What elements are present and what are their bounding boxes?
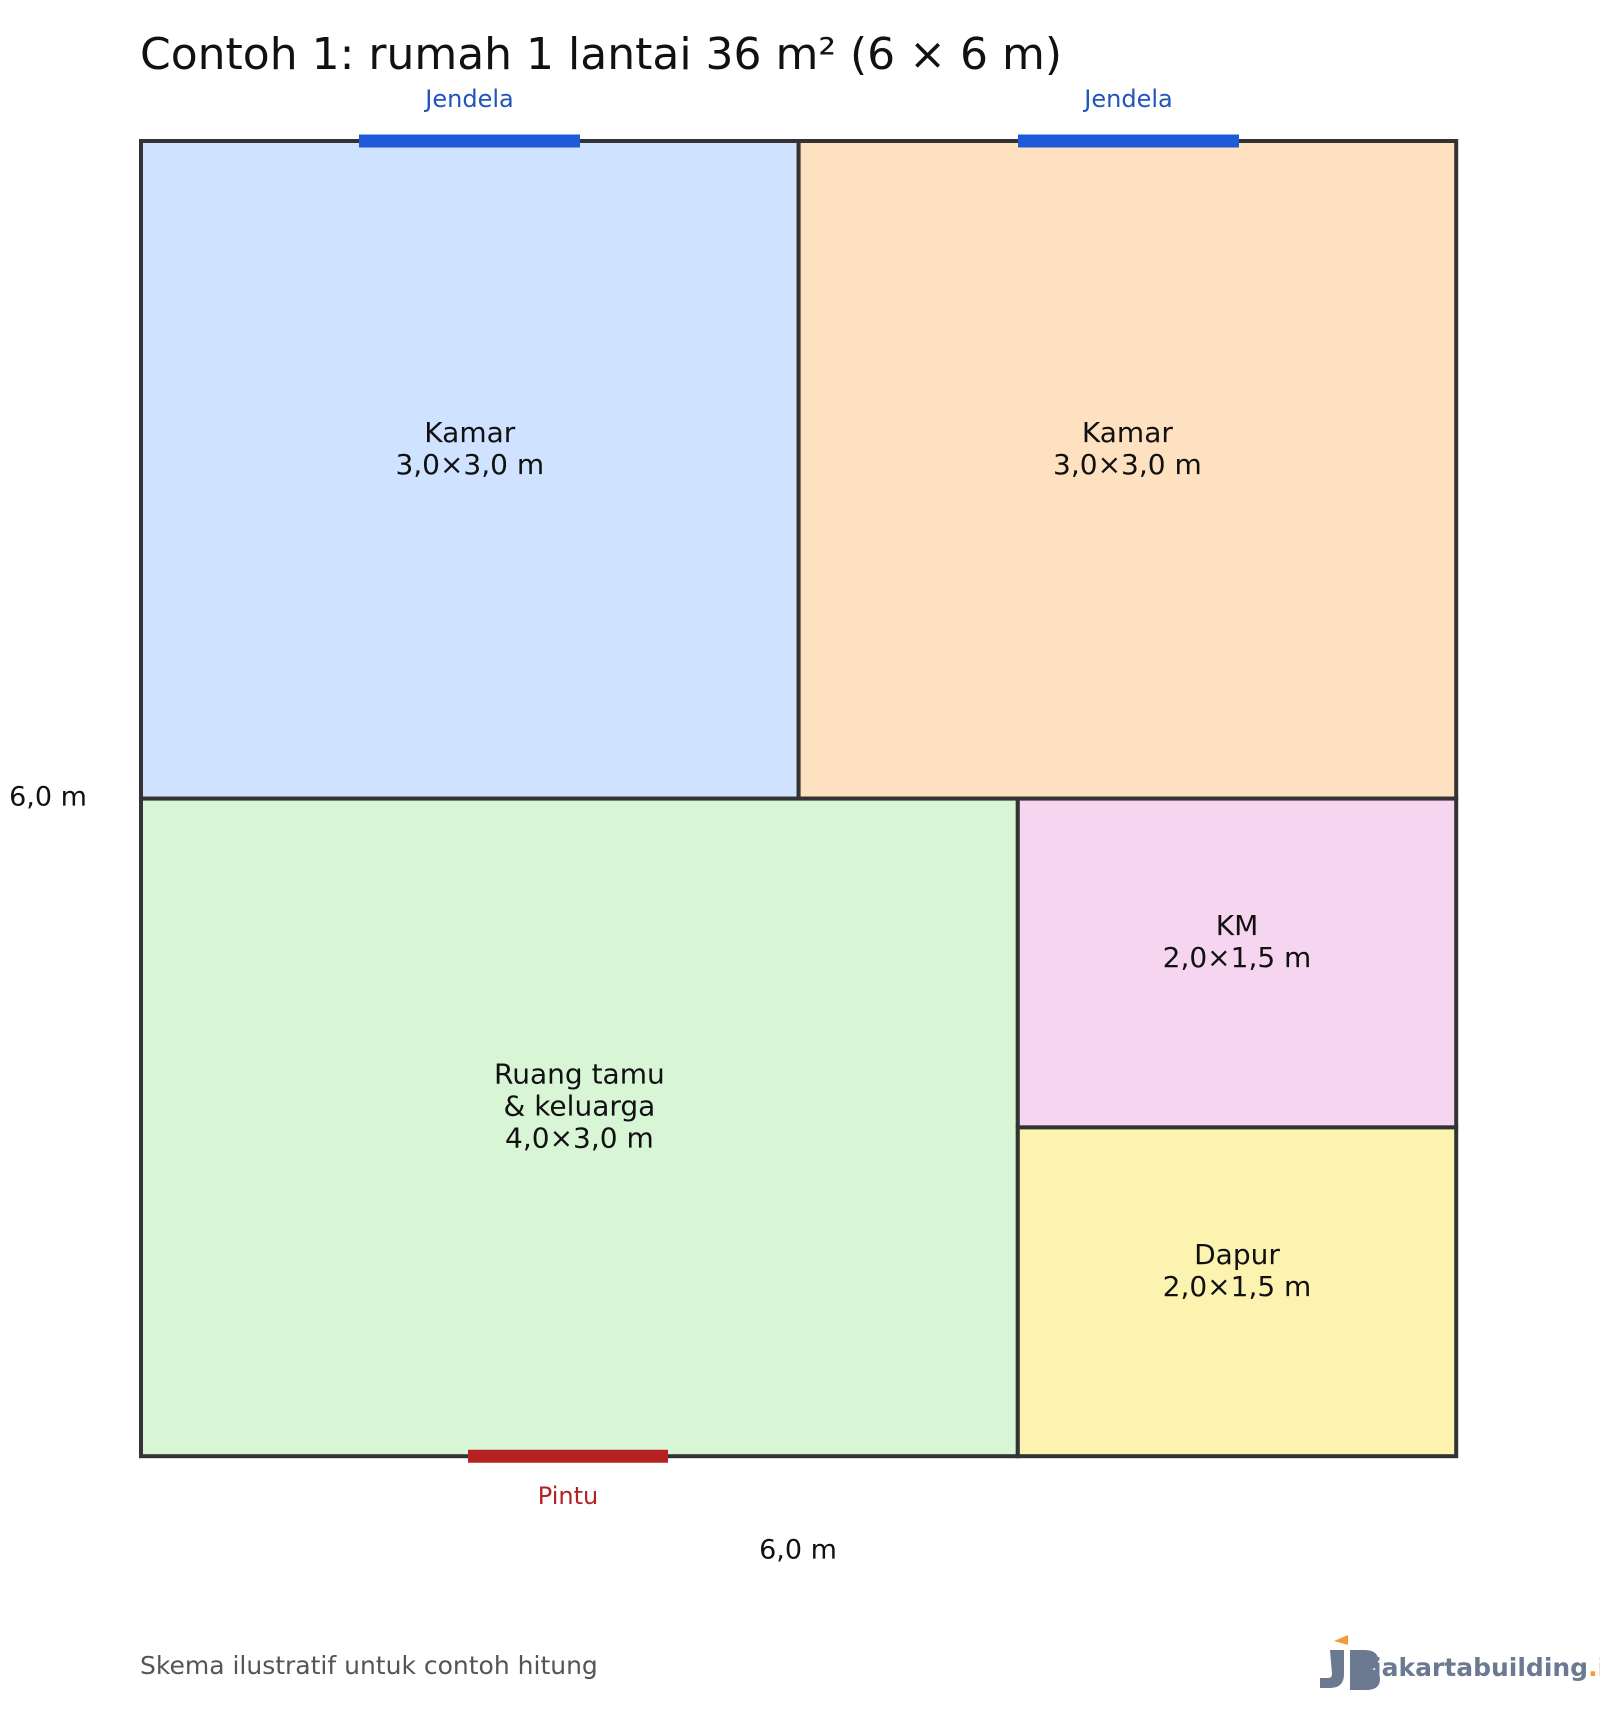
room-label: KM 2,0×1,5 m: [1163, 909, 1312, 974]
room-label-line: 3,0×3,0 m: [1053, 448, 1202, 481]
room-label: Dapur 2,0×1,5 m: [1163, 1238, 1312, 1303]
room-label-line: 2,0×1,5 m: [1163, 1270, 1312, 1303]
height-dimension: 6,0 m: [9, 782, 87, 813]
room-label: Ruang tamu & keluarga 4,0×3,0 m: [494, 1057, 665, 1154]
room: [1015, 796, 1459, 1130]
room: [139, 796, 1020, 1459]
room-label-line: Dapur: [1194, 1238, 1280, 1271]
width-dimension: 6,0 m: [759, 1535, 837, 1566]
window-label: Jendela: [423, 85, 513, 113]
room-label: Kamar 3,0×3,0 m: [395, 416, 544, 481]
logo: jakartabuilding.id: [1320, 1635, 1600, 1690]
logo-suffix: .id: [1588, 1653, 1600, 1682]
room-label-line: & keluarga: [503, 1089, 655, 1122]
room: [1015, 1125, 1459, 1459]
room-label-line: Ruang tamu: [494, 1057, 665, 1090]
logo-text: jakartabuilding: [1372, 1653, 1588, 1682]
room-label-line: Kamar: [424, 416, 515, 449]
room-label-line: KM: [1216, 909, 1259, 942]
logo-icon: [1320, 1650, 1344, 1688]
logo-text: jakartabuilding.id: [1372, 1653, 1600, 1682]
logo-icon: [1334, 1635, 1348, 1645]
title: Contoh 1: rumah 1 lantai 36 m² (6 × 6 m): [140, 29, 1062, 80]
logo-icon: [1350, 1650, 1380, 1690]
door-label: Pintu: [538, 1482, 598, 1510]
room-label-line: 2,0×1,5 m: [1163, 941, 1312, 974]
room-label-line: 3,0×3,0 m: [395, 448, 544, 481]
footer-note: Skema ilustratif untuk contoh hitung: [140, 1651, 598, 1680]
room-label-line: 4,0×3,0 m: [505, 1121, 654, 1154]
window-label: Jendela: [1082, 85, 1172, 113]
room: [796, 139, 1459, 801]
room-label: Kamar 3,0×3,0 m: [1053, 416, 1202, 481]
room-label-line: Kamar: [1082, 416, 1173, 449]
